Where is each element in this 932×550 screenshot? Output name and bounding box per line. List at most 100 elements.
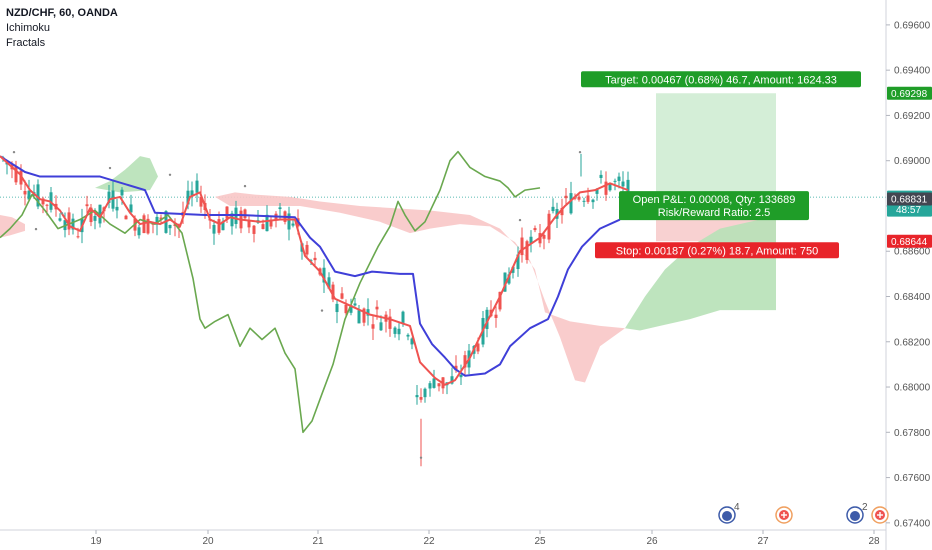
candle-body-61	[269, 219, 273, 227]
candle-body-32	[142, 215, 146, 234]
x-tick-label-5: 26	[646, 536, 658, 547]
candle-38	[168, 224, 172, 235]
event-marker-2[interactable]: 2	[846, 502, 868, 524]
candle-body-48	[212, 225, 216, 234]
candle-body-140	[617, 176, 621, 181]
candle-body-17	[76, 236, 80, 238]
kumo-bull-0	[95, 156, 158, 193]
pnl-label-bg	[619, 191, 809, 221]
candle-131	[577, 193, 581, 202]
stop-label-bg	[595, 242, 839, 259]
candle-136	[599, 170, 603, 184]
candle-90	[397, 323, 401, 341]
candle-body-27	[120, 189, 124, 196]
event-marker-dot-2	[850, 511, 860, 521]
candle-body-142	[626, 179, 630, 193]
candle-8	[36, 179, 40, 210]
candle-body-137	[604, 181, 608, 195]
candle-body-16	[71, 218, 75, 230]
candle-15	[67, 207, 71, 236]
candle-95	[419, 388, 423, 403]
target-label[interactable]: Target: 0.00467 (0.68%) 46.7, Amount: 16…	[581, 71, 861, 88]
x-tick-label-6: 27	[757, 536, 769, 547]
candle-129	[569, 181, 573, 215]
y-tick-label-1: 0.69400	[894, 66, 931, 77]
candle-body-98	[432, 378, 436, 388]
stop-label[interactable]: Stop: 0.00187 (0.27%) 18.7, Amount: 750	[595, 242, 839, 259]
event-marker-0[interactable]: 4	[718, 502, 740, 524]
candle-body-20	[89, 207, 93, 223]
event-marker-3[interactable]	[871, 506, 889, 524]
candle-body-60	[265, 214, 269, 232]
price-badge-bg-target	[887, 86, 932, 100]
candle-body-127	[560, 207, 564, 216]
candle-80	[353, 297, 357, 307]
candle-body-15	[67, 212, 71, 230]
candle-body-102	[450, 376, 454, 384]
candle-body-110	[485, 309, 489, 330]
x-tick-label-3: 22	[423, 536, 435, 547]
fractal-5	[243, 184, 247, 188]
candle-119	[525, 239, 529, 264]
candle-78	[344, 299, 348, 317]
candle-125	[551, 198, 555, 214]
candle-25	[111, 180, 115, 212]
y-tick-label-10: 0.67600	[894, 473, 931, 484]
candle-43	[190, 181, 194, 207]
event-marker-count-0: 4	[734, 502, 740, 513]
legend-indicator-fractals[interactable]: Fractals	[6, 37, 46, 49]
price-badge-value-target: 0.69298	[891, 89, 928, 100]
candle-118	[520, 227, 524, 263]
candle-body-8	[36, 184, 40, 207]
fractal-9	[578, 150, 582, 154]
candle-body-132	[582, 200, 586, 202]
candle-71	[313, 251, 317, 267]
candle-44	[195, 173, 199, 203]
candle-body-74	[327, 277, 331, 289]
chikou-line	[0, 150, 541, 434]
candle-body-19	[85, 204, 89, 207]
y-tick-label-8: 0.68000	[894, 383, 931, 394]
y-tick-label-3: 0.69000	[894, 156, 931, 167]
price-badge-last: 0.68831	[887, 192, 932, 206]
x-tick-label-1: 20	[202, 536, 214, 547]
candle-body-90	[397, 328, 401, 335]
candle-body-45	[199, 196, 203, 207]
candle-81	[357, 304, 361, 324]
candle-body-10	[45, 204, 49, 206]
candle-114	[503, 272, 507, 292]
price-badge-target: 0.69298	[887, 86, 932, 100]
event-marker-1[interactable]	[775, 506, 793, 524]
fractal-0	[12, 150, 16, 154]
candle-body-141	[621, 181, 625, 187]
candle-body-66	[291, 223, 295, 226]
pnl-label[interactable]: Open P&L: 0.00008, Qty: 133689Risk/Rewar…	[619, 191, 809, 221]
kumo-bear-1	[215, 192, 625, 383]
candle-89	[393, 326, 397, 338]
candle-6	[27, 179, 31, 202]
candle-body-83	[366, 309, 370, 316]
candle-body-57	[252, 225, 256, 234]
candle-body-43	[190, 190, 194, 196]
candle-body-44	[195, 180, 199, 193]
candle-body-116	[511, 266, 515, 273]
y-tick-label-7: 0.68200	[894, 337, 931, 348]
candle-39	[173, 218, 177, 237]
position-annotations[interactable]: Target: 0.00467 (0.68%) 46.7, Amount: 16…	[581, 71, 861, 259]
candle-body-29	[129, 204, 133, 213]
candle-body-94	[415, 395, 419, 398]
candle-45	[199, 185, 203, 213]
legend-indicator-ichimoku[interactable]: Ichimoku	[6, 22, 51, 34]
candle-112	[494, 306, 498, 328]
candle-128	[564, 188, 568, 205]
candle-134	[591, 198, 595, 209]
candle-body-36	[159, 217, 163, 220]
stop-label-text-0: Stop: 0.00187 (0.27%) 18.7, Amount: 750	[616, 245, 818, 257]
fractal-2	[60, 212, 64, 215]
candle-body-55	[243, 209, 247, 219]
candle-body-52	[230, 213, 234, 227]
candle-body-114	[503, 272, 507, 292]
